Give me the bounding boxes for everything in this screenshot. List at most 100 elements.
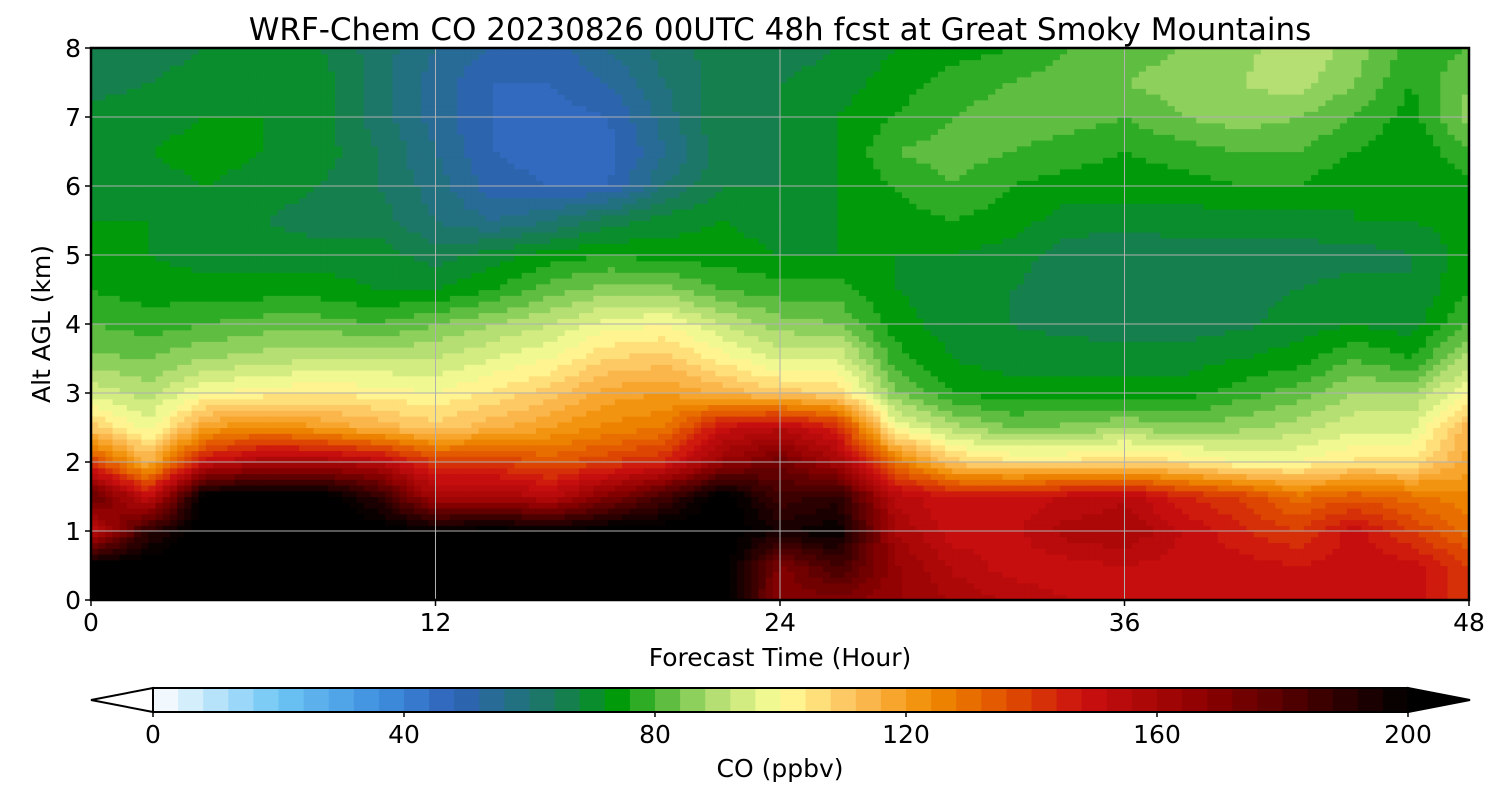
heatmap-cell: [923, 508, 932, 515]
heatmap-cell: [1303, 559, 1312, 567]
heatmap-cell: [622, 565, 630, 572]
heatmap-cell: [1224, 519, 1233, 526]
heatmap-cell: [614, 582, 623, 590]
heatmap-cell: [679, 594, 688, 600]
heatmap-cell: [916, 536, 925, 544]
heatmap-cell: [1174, 490, 1183, 498]
heatmap-cell: [679, 462, 688, 469]
heatmap-cell: [837, 548, 846, 555]
heatmap-cell: [887, 588, 896, 595]
heatmap-cell: [600, 525, 609, 532]
heatmap-cell: [543, 554, 551, 561]
heatmap-cell: [406, 582, 415, 590]
heatmap-cell: [514, 525, 523, 532]
heatmap-cell: [1009, 467, 1018, 475]
heatmap-cell: [636, 450, 645, 457]
heatmap-cell: [550, 542, 559, 549]
heatmap-cell: [1311, 559, 1319, 567]
heatmap-cell: [1282, 490, 1291, 498]
heatmap-cell: [248, 554, 257, 561]
heatmap-cell: [1074, 571, 1083, 578]
heatmap-cell: [342, 531, 350, 538]
heatmap-cell: [1174, 462, 1183, 469]
heatmap-cell: [1217, 473, 1226, 480]
heatmap-cell: [1411, 594, 1420, 600]
heatmap-cell: [851, 582, 860, 590]
heatmap-cell: [930, 496, 939, 503]
heatmap-cell: [1346, 571, 1355, 578]
heatmap-cell: [349, 542, 358, 549]
heatmap-cell: [744, 502, 752, 509]
heatmap-cell: [535, 456, 544, 463]
heatmap-cell: [148, 554, 157, 561]
heatmap-cell: [1246, 548, 1255, 555]
heatmap-cell: [772, 467, 781, 475]
heatmap-cell: [392, 548, 401, 555]
heatmap-cell: [844, 462, 853, 469]
heatmap-cell: [270, 594, 279, 600]
heatmap-cell: [557, 496, 566, 503]
heatmap-cell: [1461, 490, 1469, 498]
heatmap-cell: [701, 479, 709, 486]
heatmap-cell: [385, 548, 394, 555]
heatmap-cell: [205, 462, 214, 469]
heatmap-cell: [600, 450, 609, 457]
heatmap-cell: [1102, 450, 1111, 457]
heatmap-cell: [701, 588, 709, 595]
heatmap-cell: [923, 496, 932, 503]
heatmap-cell: [758, 502, 767, 509]
heatmap-cell: [679, 490, 688, 498]
heatmap-cell: [1052, 473, 1061, 480]
heatmap-cell: [134, 548, 142, 555]
heatmap-cell: [119, 496, 128, 503]
heatmap-cell: [1189, 462, 1197, 469]
heatmap-cell: [1289, 582, 1298, 590]
heatmap-cell: [772, 548, 781, 555]
heatmap-cell: [485, 554, 494, 561]
heatmap-cell: [471, 496, 480, 503]
heatmap-cell: [227, 559, 236, 567]
heatmap-cell: [1325, 531, 1334, 538]
heatmap-cell: [708, 485, 717, 492]
heatmap-cell: [500, 473, 508, 480]
heatmap-cell: [1461, 456, 1469, 463]
heatmap-cell: [995, 490, 1004, 498]
heatmap-cell: [1260, 496, 1269, 503]
heatmap-cell: [105, 519, 114, 526]
heatmap-cell: [1224, 479, 1233, 486]
heatmap-cell: [507, 519, 516, 526]
heatmap-cell: [421, 479, 429, 486]
heatmap-cell: [413, 462, 422, 469]
heatmap-cell: [1253, 548, 1262, 555]
heatmap-cell: [1102, 490, 1111, 498]
heatmap-cell: [306, 450, 315, 457]
heatmap-cell: [772, 571, 781, 578]
heatmap-cell: [234, 548, 243, 555]
heatmap-cell: [335, 571, 343, 578]
heatmap-cell: [815, 548, 824, 555]
heatmap-cell: [1440, 559, 1449, 567]
heatmap-cell: [198, 582, 207, 590]
heatmap-cell: [988, 565, 996, 572]
heatmap-cell: [873, 490, 882, 498]
heatmap-cell: [91, 467, 99, 475]
heatmap-cell: [729, 496, 738, 503]
heatmap-cell: [327, 582, 336, 590]
heatmap-cell: [406, 588, 415, 595]
heatmap-cell: [1339, 456, 1348, 463]
heatmap-cell: [629, 548, 638, 555]
heatmap-cell: [902, 485, 910, 492]
heatmap-cell: [485, 496, 494, 503]
heatmap-cell: [808, 479, 817, 486]
heatmap-cell: [500, 502, 508, 509]
heatmap-cell: [1059, 456, 1068, 463]
heatmap-cell: [1346, 462, 1355, 469]
heatmap-cell: [1002, 542, 1011, 549]
heatmap-cell: [1382, 508, 1391, 515]
heatmap-cell: [421, 548, 429, 555]
heatmap-cell: [320, 462, 329, 469]
heatmap-cell: [521, 485, 530, 492]
heatmap-cell: [91, 531, 99, 538]
heatmap-cell: [966, 548, 975, 555]
heatmap-cell: [1239, 462, 1248, 469]
